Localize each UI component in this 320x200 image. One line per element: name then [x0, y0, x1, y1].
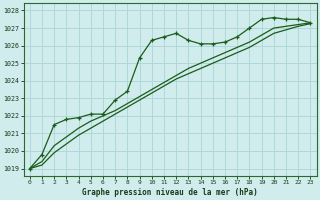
X-axis label: Graphe pression niveau de la mer (hPa): Graphe pression niveau de la mer (hPa): [82, 188, 258, 197]
